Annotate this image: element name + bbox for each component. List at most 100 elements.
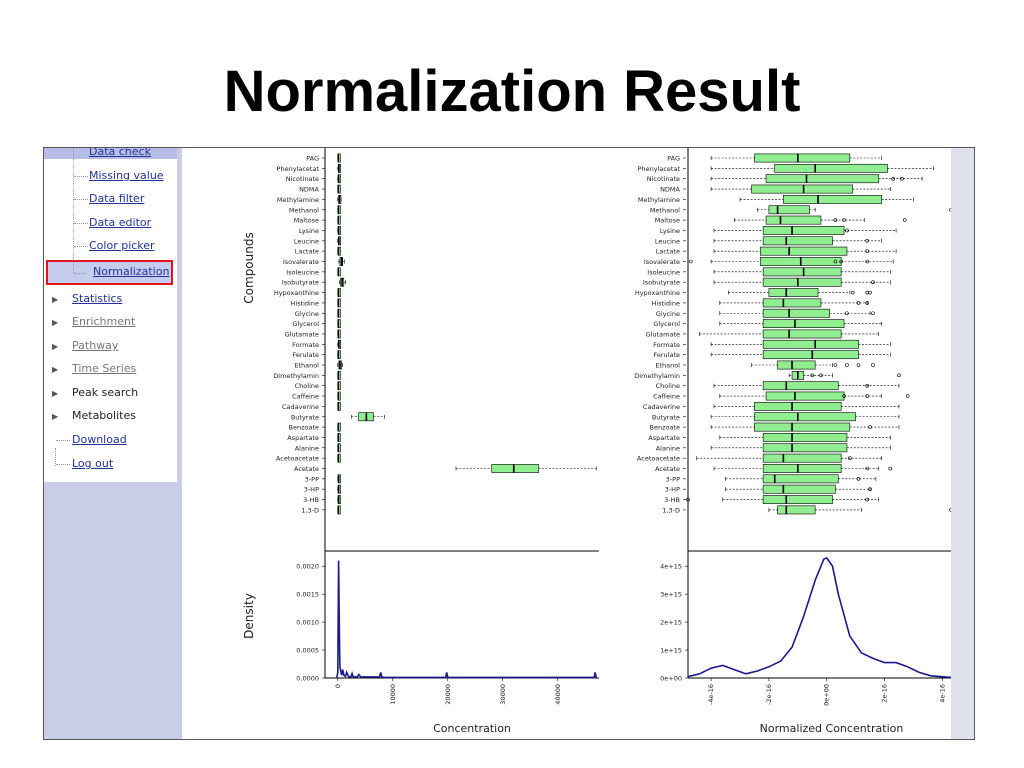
menu-item-normalization[interactable]: Normalization [93,265,170,278]
box [768,288,819,297]
menu-item-log-out[interactable]: Log out [72,457,114,470]
compound-label: Cadaverine [643,403,680,411]
scroll-strip[interactable] [951,148,974,739]
compound-label: Ferulate [653,351,680,359]
compound-label: Acetoacetate [637,455,680,463]
box [765,215,822,225]
compound-label: Lactate [656,248,680,256]
compound-label: 1,3-D [301,506,319,514]
compound-label: Choline [295,382,319,390]
norm-density-x-tick-label: 4e-16 [938,684,946,703]
compound-label: Maltose [655,217,680,225]
compound-label: 3-HB [303,496,319,504]
outlier-point [865,394,869,398]
expand-arrow-icon[interactable]: ▶ [52,342,59,351]
box [774,163,888,173]
compound-label: Ferulate [292,351,319,359]
norm-density-x-tick-label: -2e-16 [765,684,773,705]
outlier-point [689,259,693,264]
menu-item-time-series[interactable]: Time Series [72,362,137,375]
norm-density-y-tick-label: 1e+15 [660,647,682,655]
box [754,402,842,411]
box [754,412,856,422]
menu-header-band [44,148,177,159]
density-x-tick-label: 10000 [389,684,397,705]
density-y-tick-label: 0.0015 [296,591,319,599]
density-x-tick-label: 30000 [499,684,507,705]
compound-label: Nicotinate [286,175,319,183]
box [762,453,842,463]
compound-label: Isovalerate [644,258,680,266]
menu-item-metabolites[interactable]: Metabolites [72,409,136,422]
outlier-point [900,176,904,181]
menu-item-color-picker[interactable]: Color picker [89,239,155,252]
menu-item-data-check[interactable]: Data check [89,147,151,158]
outlier-point [891,176,895,181]
expand-arrow-icon[interactable]: ▶ [52,365,59,374]
norm-density-x-tick-label: 2e-16 [881,684,889,703]
outlier-point [902,218,907,222]
compound-label: 3-HB [664,496,680,504]
compound-label: NDMA [299,186,319,194]
compound-label: 3-PP [305,475,319,483]
menu-item-enrichment[interactable]: Enrichment [72,315,136,328]
concentration-axis-label: Concentration [433,722,511,735]
compound-label: Nicotinate [647,175,680,183]
outlier-point [865,466,869,471]
compound-label: 3-HP [304,486,319,494]
menu-item-download[interactable]: Download [72,433,127,446]
box [762,495,833,504]
box [751,184,854,194]
menu-item-normalization-selected[interactable]: Normalization [46,260,173,285]
outlier-point [856,363,861,367]
compound-label: Histidine [652,299,681,307]
plots-canvas: PAG Phenylacetat Nicotinate NDMA Methylamine… [242,148,953,735]
expand-arrow-icon[interactable]: ▶ [52,295,59,304]
box [762,226,845,235]
menu-item-pathway[interactable]: Pathway [72,339,119,352]
compound-label: Phenylacetat [277,165,320,173]
compound-label: Dimethylamin [273,372,319,380]
compound-label: Dimethylamin [634,372,680,380]
density-y-tick-label: 0.0010 [296,619,319,627]
menu-item-data-filter[interactable]: Data filter [89,192,145,205]
density-x-tick-label: 20000 [444,684,452,705]
compound-label: Aspartate [648,434,680,442]
menu-item-data-editor[interactable]: Data editor [89,216,152,229]
box [762,277,842,287]
compound-label: Formate [292,341,319,349]
menu-item-peak-search[interactable]: Peak search [72,386,139,399]
box [762,267,842,277]
outlier-point [833,218,838,222]
norm-density-x-tick-label: -4e-16 [707,684,715,705]
menu-item-missing-value[interactable]: Missing value [89,169,164,182]
box [491,464,539,473]
compound-label: Hypoxanthine [635,289,680,297]
box [762,474,839,484]
compound-label: Lysine [299,227,319,235]
compound-label: Isoleucine [286,268,319,276]
expand-arrow-icon[interactable]: ▶ [52,412,59,421]
box [762,443,848,453]
box [762,433,848,442]
compound-label: Choline [656,382,680,390]
outlier-point [865,301,869,305]
compound-label: Glycerol [653,320,680,328]
box [762,350,859,360]
compound-label: Acetate [655,465,680,473]
compound-label: 3-PP [666,475,680,483]
compound-label: Caffeine [292,393,319,401]
density-axis-label: Density [242,593,256,639]
normalized-density-panel: 0e+00 1e+15 2e+15 3e+15 4e+15 -4e-16 -2e-16 0e+… [660,551,952,735]
compound-label: Histidine [291,299,320,307]
menu-item-statistics[interactable]: Statistics [72,292,123,305]
expand-arrow-icon[interactable]: ▶ [52,389,59,398]
norm-density-y-tick-label: 2e+15 [660,619,682,627]
outlier-point [848,456,852,460]
expand-arrow-icon[interactable]: ▶ [52,318,59,327]
compound-label: Methylamine [277,196,319,204]
outlier-point [865,497,869,502]
outlier-point [686,497,690,502]
outlier-point [865,239,869,243]
norm-density-line [687,557,952,679]
